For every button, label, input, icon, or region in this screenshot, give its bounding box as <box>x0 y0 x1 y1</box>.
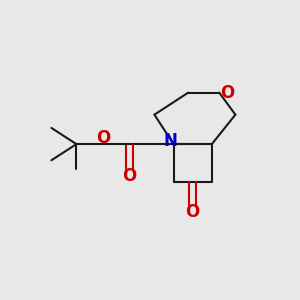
Text: O: O <box>122 167 136 184</box>
Text: O: O <box>186 203 200 221</box>
Text: N: N <box>164 132 178 150</box>
Text: O: O <box>96 129 110 147</box>
Text: O: O <box>220 84 235 102</box>
